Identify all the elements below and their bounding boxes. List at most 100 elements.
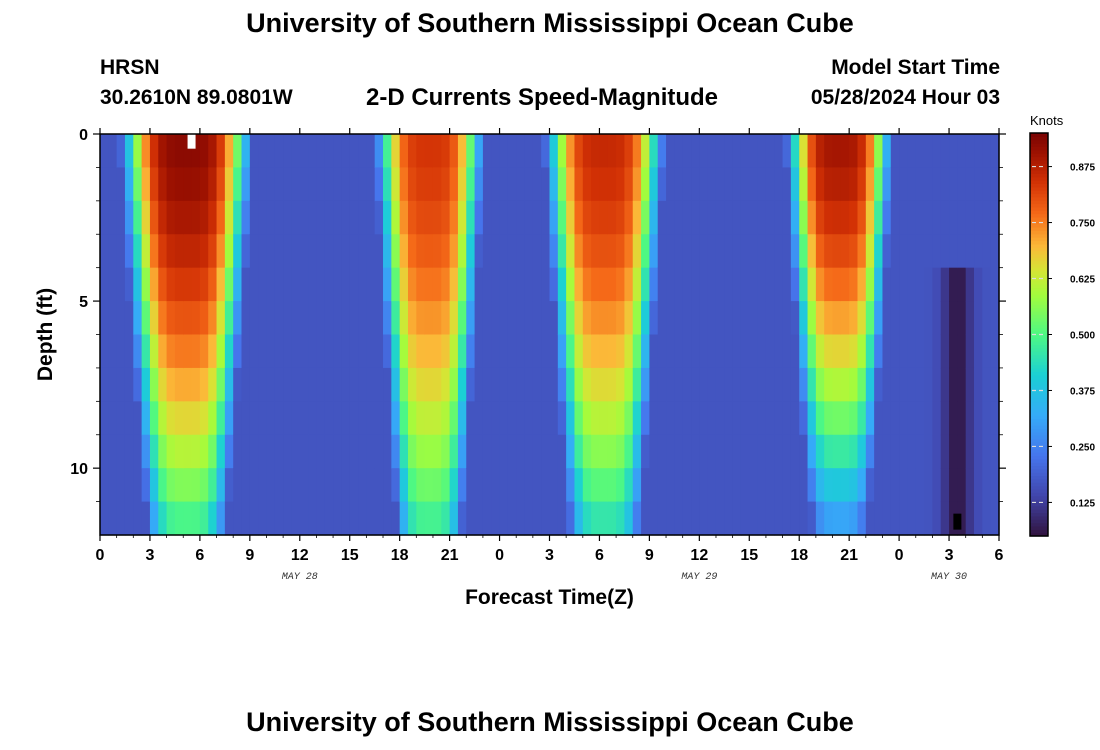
heatmap-cell [407,434,417,469]
heatmap-cell [649,334,659,369]
heatmap-cell [607,200,617,235]
heatmap-cell [632,234,642,269]
heatmap-cell [890,200,900,235]
colorbar-segment [1030,391,1048,396]
heatmap-cell [915,301,925,336]
heatmap-cell [707,367,717,402]
heatmap-cell [699,401,709,436]
heatmap-cell [574,367,584,402]
heatmap-cell [358,334,367,369]
heatmap-cell [158,434,168,469]
heatmap-cell [957,501,967,536]
colorbar-segment [1030,247,1048,252]
heatmap-cell [108,234,118,269]
heatmap-cell [366,367,376,402]
heatmap-cell [865,267,875,302]
heatmap-cell [499,367,509,402]
colorbar-segment [1030,344,1048,349]
heatmap-cell [957,434,967,469]
heatmap-cell [124,367,134,402]
heatmap-cell [241,468,251,503]
heatmap-cell [957,134,967,169]
heatmap-cell [283,267,293,302]
heatmap-cell [316,234,326,269]
heatmap-cell [183,501,193,536]
heatmap-cell [699,501,709,536]
colorbar-segment [1030,149,1048,154]
colorbar-segment [1030,522,1048,527]
heatmap-cell [616,334,626,369]
heatmap-cell [799,200,809,235]
heatmap-cell [990,468,1000,503]
heatmap-cell [674,434,684,469]
heatmap-cell [341,200,351,235]
heatmap-cell [874,501,884,536]
heatmap-cell [907,167,917,202]
heatmap-cell [124,468,134,503]
heatmap-cell [807,301,817,336]
heatmap-cell [824,334,834,369]
heatmap-cell [166,434,176,469]
heatmap-cell [874,234,884,269]
heatmap-cell [924,434,934,469]
heatmap-cell [474,401,484,436]
heatmap-cell [965,334,975,369]
heatmap-cell [849,267,859,302]
colorbar-segment [1030,394,1048,399]
heatmap-cell [849,301,859,336]
heatmap-cell [358,401,367,436]
heatmap-cell [657,334,667,369]
heatmap-cell [391,200,401,235]
heatmap-cell [699,334,709,369]
heatmap-cell [557,234,567,269]
heatmap-cell [815,401,825,436]
heatmap-cell [682,167,692,202]
x-tick-label: 0 [96,547,105,564]
heatmap-cell [890,468,900,503]
heatmap-cell [657,468,667,503]
colorbar-segment [1030,505,1048,510]
heatmap-cell [649,234,659,269]
heatmap-cell [715,200,725,235]
heatmap-cell [191,301,201,336]
heatmap-cell [133,434,143,469]
heatmap-cell [965,501,975,536]
heatmap-cell [666,200,675,235]
heatmap-cell [982,501,992,536]
colorbar-segment [1030,166,1048,171]
heatmap-cell [333,301,342,336]
heatmap-cell [865,301,875,336]
heatmap-cell [491,501,501,536]
heatmap-cell [116,434,126,469]
heatmap-cell [557,501,567,536]
x-tick-label: 21 [441,547,459,564]
heatmap-cell [191,234,201,269]
heatmap-cell [715,334,725,369]
heatmap-cell [674,200,684,235]
heatmap-cell [308,434,318,469]
heatmap-cell [632,367,642,402]
heatmap-cell [391,501,401,536]
heatmap-cell [158,367,168,402]
colorbar-segment [1030,250,1048,255]
heatmap-cell [890,134,900,169]
heatmap-cell [183,167,193,202]
colorbar-segment [1030,488,1048,493]
heatmap-cell [457,267,467,302]
heatmap-cell [765,401,775,436]
heatmap-cell [616,267,626,302]
heatmap-cell [624,167,634,202]
heatmap-cell [666,267,675,302]
heatmap-cell [790,334,800,369]
colorbar-segment [1030,431,1048,436]
heatmap-cell [482,200,492,235]
heatmap-cell [616,134,626,169]
heatmap-cell [149,267,159,302]
heatmap-cell [616,167,626,202]
heatmap-cell [149,301,159,336]
heatmap-cell [299,334,309,369]
heatmap-cell [641,234,650,269]
heatmap-cell [724,167,734,202]
heatmap-cell [457,234,467,269]
heatmap-cell [291,267,301,302]
